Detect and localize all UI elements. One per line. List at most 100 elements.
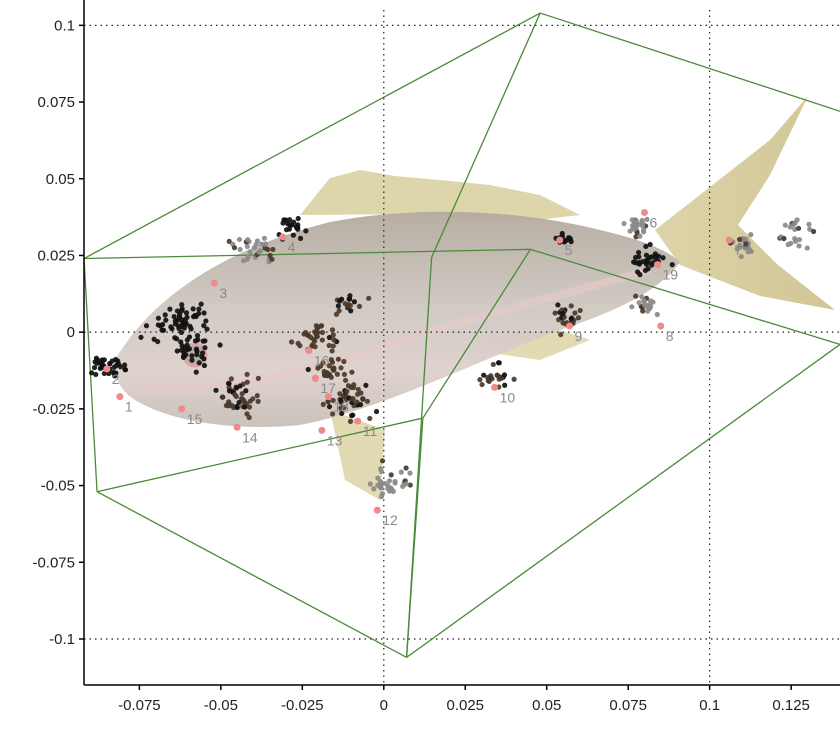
box-edge <box>96 417 424 493</box>
data-point <box>297 235 304 241</box>
data-point <box>804 245 810 251</box>
data-point <box>652 251 658 257</box>
data-point <box>330 343 336 349</box>
data-point <box>403 465 409 471</box>
data-point <box>187 323 193 329</box>
data-point <box>202 345 208 351</box>
y-tick-label: -0.05 <box>41 478 75 495</box>
y-tick-label: 0.1 <box>54 17 75 34</box>
data-point <box>194 333 201 339</box>
data-point <box>407 470 413 476</box>
data-point <box>734 246 740 252</box>
landmark-label: 16 <box>314 353 330 369</box>
data-point <box>344 388 350 395</box>
data-point <box>167 306 173 312</box>
axes: -0.075 -0.05 -0.025 0 0.025 0.05 0.075 0.1 0.125… <box>32 0 840 714</box>
data-point <box>237 383 243 389</box>
data-point <box>325 398 331 404</box>
data-point <box>286 217 293 223</box>
data-point <box>782 222 788 228</box>
landmark-label: 12 <box>382 512 398 528</box>
landmark-label: 1 <box>125 399 133 415</box>
data-point <box>319 329 326 336</box>
data-point <box>641 297 647 304</box>
landmark-marker <box>725 236 733 244</box>
data-point <box>247 249 253 255</box>
x-tick-label: 0.1 <box>699 697 720 714</box>
data-point <box>629 304 635 310</box>
landmark-label: 19 <box>663 267 679 283</box>
data-point <box>115 358 121 364</box>
data-point <box>640 220 646 226</box>
box-edge <box>405 418 424 658</box>
data-point <box>634 269 641 275</box>
data-point <box>669 262 675 268</box>
data-point <box>351 382 357 388</box>
data-point <box>243 388 249 394</box>
landmark-label: 6 <box>649 215 657 231</box>
data-point <box>254 393 260 399</box>
data-point <box>330 397 336 403</box>
data-point <box>645 257 651 263</box>
fish-dorsal-fin <box>300 170 580 222</box>
data-point <box>621 220 627 227</box>
data-point <box>388 472 394 478</box>
data-point <box>201 322 207 329</box>
data-point <box>355 386 361 392</box>
box-edge <box>96 491 407 658</box>
landmark-label: 9 <box>575 328 583 344</box>
data-point <box>479 381 485 388</box>
data-point <box>320 360 326 366</box>
data-point <box>183 320 189 326</box>
data-point <box>200 338 206 344</box>
data-point <box>190 306 196 312</box>
data-point <box>160 327 167 333</box>
data-point <box>244 379 250 385</box>
data-point <box>403 481 410 487</box>
landmark-label: 3 <box>219 285 227 301</box>
data-point <box>632 254 639 261</box>
data-point <box>195 337 201 343</box>
data-point <box>633 293 639 299</box>
data-point <box>219 394 225 400</box>
x-tick-label: 0.05 <box>532 697 561 714</box>
data-point <box>98 365 104 371</box>
data-point <box>172 335 178 341</box>
data-point <box>743 236 749 242</box>
landmark-marker <box>318 426 326 434</box>
data-point <box>490 361 496 368</box>
data-point <box>390 488 396 495</box>
data-point <box>183 310 190 316</box>
y-tick-label: -0.075 <box>32 554 75 571</box>
data-point <box>284 220 291 227</box>
data-point <box>347 418 354 424</box>
y-tick-label: -0.025 <box>32 401 75 418</box>
data-point <box>349 369 355 375</box>
data-point <box>179 316 185 323</box>
data-point <box>163 317 169 323</box>
landmark-marker <box>305 347 313 355</box>
data-point <box>552 310 558 316</box>
data-point <box>315 365 321 371</box>
data-point <box>319 337 325 343</box>
data-point <box>122 367 129 373</box>
data-point <box>341 358 347 365</box>
landmark-label: 8 <box>666 328 674 344</box>
data-point <box>162 312 168 318</box>
data-point <box>481 372 487 378</box>
landmark-label: 18 <box>333 399 349 415</box>
landmark-label: 5 <box>565 242 573 258</box>
data-point <box>792 236 798 242</box>
data-point <box>640 227 647 233</box>
data-point <box>489 376 495 382</box>
landmark-label: 2 <box>112 371 120 387</box>
box-edge <box>530 248 840 346</box>
data-point <box>328 357 334 363</box>
data-point <box>174 348 180 354</box>
data-point <box>575 315 582 321</box>
data-point <box>242 404 248 410</box>
data-point <box>312 338 318 344</box>
data-point <box>378 485 384 491</box>
data-point <box>270 246 276 253</box>
